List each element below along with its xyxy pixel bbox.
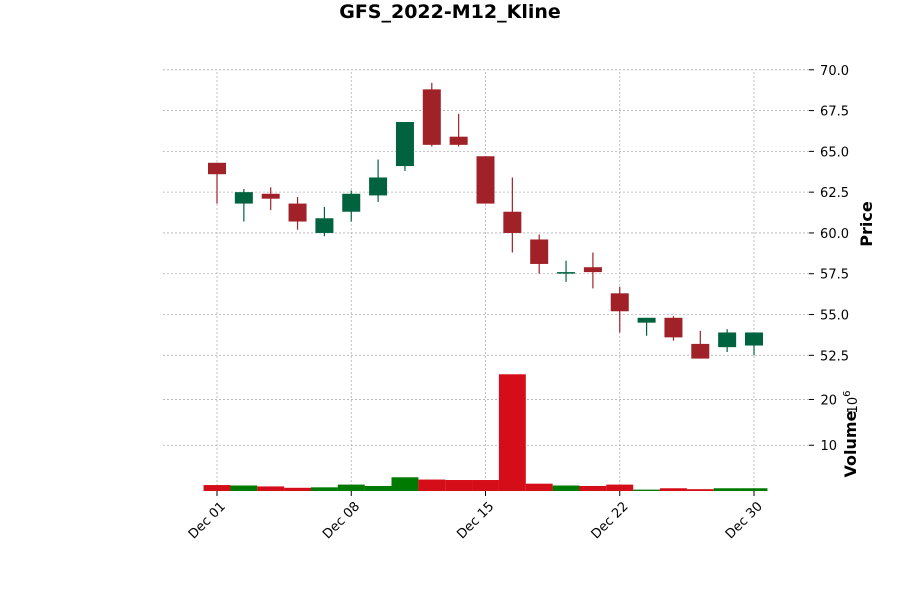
volume-bar [472,480,499,491]
date-tick-label: Dec 08 [320,499,363,542]
candle-body [745,332,763,345]
date-tick-label: Dec 22 [589,499,632,542]
candle-body [718,332,736,347]
date-tick-label: Dec 15 [454,499,497,542]
candle-body [477,156,495,203]
price-axis: 52.5 55.0 57.5 60.0 62.5 65.0 67.5 70.0 [809,64,849,365]
volume-bar [579,486,606,491]
candle-body [423,89,441,144]
volume-bar [553,486,580,491]
volume-bar [687,489,714,491]
volume-bar [311,487,338,491]
chart-title: GFS_2022-M12_Kline [339,1,561,23]
candle-body [557,272,575,274]
candle-body [235,192,253,203]
candle-body [530,239,548,263]
volume-bar [338,485,365,491]
candle-body [342,194,360,212]
date-axis: Dec 01 Dec 08 Dec 15 Dec 22 Dec 30 [186,491,766,542]
candle-body [611,293,629,311]
date-tick-label: Dec 01 [186,499,229,542]
price-tick-label: 65.0 [820,145,849,160]
volume-tick-label: 20 [820,393,837,408]
volume-multiplier-exponent: 6 [842,391,853,397]
candle-body [289,204,307,222]
candle-body [450,137,468,145]
candle-body [638,318,656,323]
candle-body [664,318,682,338]
volume-bar [392,477,419,491]
volume-bar [606,485,633,491]
price-axis-label: Price [857,201,876,247]
volume-bar [741,488,768,491]
price-grid [163,70,809,370]
volume-bar [230,486,257,491]
price-tick-label: 55.0 [820,309,849,324]
candle-body [691,344,709,359]
volume-bar [257,486,284,491]
price-tick-label: 70.0 [820,64,849,79]
candle-body [262,194,280,199]
volume-tick-label: 10 [820,439,837,454]
volume-multiplier-base: 10 [846,397,861,414]
volume-bar [365,486,392,491]
volume-bar [204,485,231,491]
volume-bar [714,488,741,491]
price-tick-label: 67.5 [820,105,849,120]
price-tick-label: 52.5 [820,349,849,364]
candle-body [396,122,414,166]
volume-axis-label: Volume [841,410,860,477]
candle-body [584,267,602,272]
volume-axis: 10 20 [809,393,837,454]
volume-bar [445,480,472,491]
candle-body [369,177,387,195]
volume-bar [418,480,445,491]
date-tick-label: Dec 30 [723,499,766,542]
price-tick-label: 57.5 [820,268,849,283]
volume-bar [660,488,687,491]
price-tick-label: 62.5 [820,186,849,201]
candle-body [503,212,521,233]
volume-grid [163,372,809,491]
volume-bar [633,490,660,491]
volume-bar [284,488,311,491]
volume-bar [526,484,553,491]
candle-body [315,218,333,233]
volume-multiplier-label: 106 [842,391,861,414]
candle-body [208,163,226,174]
price-tick-label: 60.0 [820,227,849,242]
volume-bar [499,374,526,491]
